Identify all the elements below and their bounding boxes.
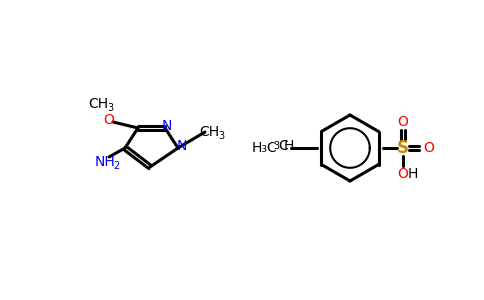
Text: C: C [278,139,288,153]
Text: CH: CH [88,97,108,111]
Text: H: H [284,139,294,153]
Text: NH: NH [95,155,115,169]
Text: H: H [408,167,418,181]
Text: O: O [397,115,408,129]
Text: N: N [162,119,172,133]
Text: 3: 3 [218,131,224,141]
Text: 3: 3 [107,103,113,113]
Text: CH: CH [199,125,219,139]
Text: 3: 3 [273,141,279,151]
Text: 2: 2 [113,161,119,171]
Text: H₃C: H₃C [251,141,277,155]
Text: O: O [424,141,435,155]
Text: O: O [397,167,408,181]
Text: N: N [177,139,187,153]
Text: S: S [397,139,409,157]
Text: O: O [104,113,114,127]
